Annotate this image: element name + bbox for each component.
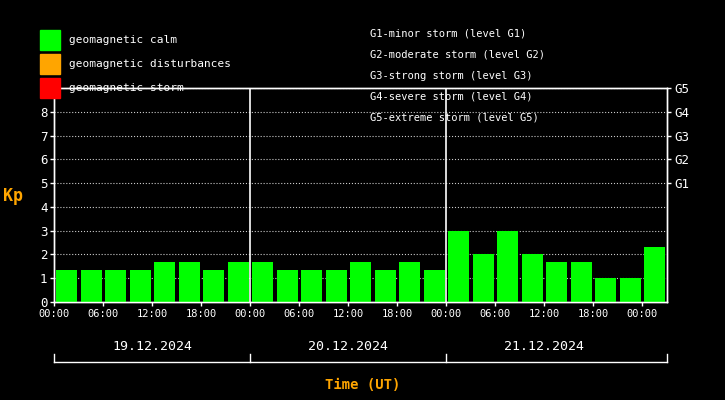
Bar: [301, 270, 323, 302]
Text: G5-extreme storm (level G5): G5-extreme storm (level G5): [370, 112, 539, 122]
Bar: [178, 262, 200, 302]
Bar: [620, 278, 641, 302]
Bar: [521, 254, 543, 302]
Bar: [154, 262, 175, 302]
Text: 19.12.2024: 19.12.2024: [112, 340, 192, 352]
Bar: [448, 231, 469, 302]
Bar: [276, 270, 298, 302]
Bar: [252, 262, 273, 302]
Bar: [423, 270, 445, 302]
Text: geomagnetic calm: geomagnetic calm: [69, 35, 177, 45]
Bar: [228, 262, 249, 302]
Text: G4-severe storm (level G4): G4-severe storm (level G4): [370, 91, 532, 101]
Bar: [326, 270, 347, 302]
Bar: [497, 231, 518, 302]
Bar: [105, 270, 126, 302]
Text: Time (UT): Time (UT): [325, 378, 400, 392]
Text: geomagnetic disturbances: geomagnetic disturbances: [69, 59, 231, 69]
Text: Kp: Kp: [3, 187, 23, 205]
Bar: [595, 278, 616, 302]
Bar: [571, 262, 592, 302]
Bar: [644, 246, 666, 302]
Text: 20.12.2024: 20.12.2024: [308, 340, 389, 352]
Bar: [130, 270, 151, 302]
Text: G2-moderate storm (level G2): G2-moderate storm (level G2): [370, 50, 544, 60]
Text: 21.12.2024: 21.12.2024: [505, 340, 584, 352]
Bar: [203, 270, 224, 302]
Text: G1-minor storm (level G1): G1-minor storm (level G1): [370, 29, 526, 39]
Bar: [473, 254, 494, 302]
Bar: [375, 270, 396, 302]
Bar: [399, 262, 420, 302]
Bar: [350, 262, 371, 302]
Bar: [56, 270, 78, 302]
Bar: [80, 270, 102, 302]
Text: G3-strong storm (level G3): G3-strong storm (level G3): [370, 70, 532, 80]
Bar: [546, 262, 568, 302]
Text: geomagnetic storm: geomagnetic storm: [69, 83, 183, 93]
